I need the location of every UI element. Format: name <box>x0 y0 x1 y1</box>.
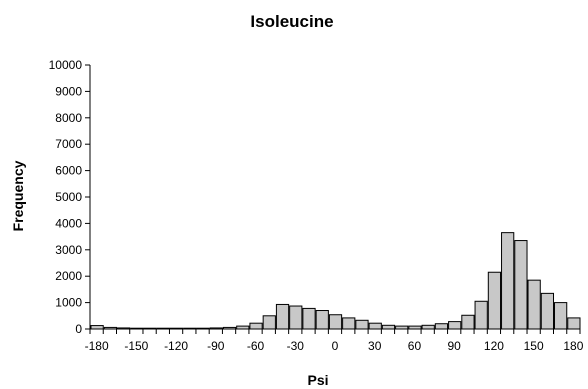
axes-layer: 0 1000 2000 3000 4000 5000 6000 7000 8000 9000 100… <box>49 58 584 353</box>
y-tick-label: 1000 <box>55 296 82 310</box>
x-tick-label: -60 <box>247 339 265 353</box>
y-tick-label: 5000 <box>55 190 82 204</box>
histogram-bar <box>249 322 263 330</box>
x-tick-label: 30 <box>368 339 382 353</box>
x-tick-label: 120 <box>484 339 504 353</box>
x-tick-label: 60 <box>408 339 422 353</box>
histogram-bar <box>501 232 515 330</box>
x-tick-label: 0 <box>332 339 339 353</box>
histogram-bar <box>289 305 303 330</box>
y-tick-label: 0 <box>75 322 82 336</box>
x-axis-title: Psi <box>307 372 328 388</box>
x-tick-label: -180 <box>85 339 109 353</box>
histogram-bar <box>275 303 290 330</box>
x-tick-label: -150 <box>124 339 148 353</box>
y-axis-title: Frequency <box>10 160 26 231</box>
histogram-bar <box>328 314 343 330</box>
histogram-bar <box>262 315 276 330</box>
x-tick-label: -30 <box>287 339 305 353</box>
histogram-bar <box>554 302 568 330</box>
x-tick-label: -120 <box>164 339 188 353</box>
x-tick-label: 180 <box>563 339 583 353</box>
y-tick-label: 7000 <box>55 137 82 151</box>
histogram-bar <box>448 321 462 330</box>
y-tick-label: 6000 <box>55 164 82 178</box>
y-tick-label: 3000 <box>55 243 82 257</box>
histogram-bar <box>315 310 329 330</box>
histogram-bar <box>421 324 435 330</box>
histogram-bar <box>487 271 502 330</box>
y-tick-label: 4000 <box>55 216 82 230</box>
histogram-bar <box>474 300 488 330</box>
y-tick-label: 10000 <box>49 58 83 72</box>
histogram-bar <box>514 240 528 330</box>
bars-layer <box>90 232 581 330</box>
y-tick-label: 8000 <box>55 111 82 125</box>
histogram-bar <box>302 307 316 330</box>
histogram-bar <box>342 317 356 330</box>
histogram-bar <box>381 324 396 330</box>
x-tick-label: -90 <box>207 339 225 353</box>
histogram-bar <box>540 292 555 330</box>
histogram-bar <box>368 322 382 330</box>
histogram-bar <box>527 279 541 330</box>
histogram-bar <box>567 317 581 330</box>
y-tick-label: 9000 <box>55 84 82 98</box>
chart-title: Isoleucine <box>250 12 333 31</box>
x-tick-label: 90 <box>448 339 462 353</box>
histogram-bar <box>461 314 475 330</box>
histogram-bar <box>90 325 104 330</box>
y-tick-label: 2000 <box>55 269 82 283</box>
histogram-bar <box>434 323 449 330</box>
histogram-bar <box>355 319 369 330</box>
x-tick-label: 150 <box>524 339 544 353</box>
